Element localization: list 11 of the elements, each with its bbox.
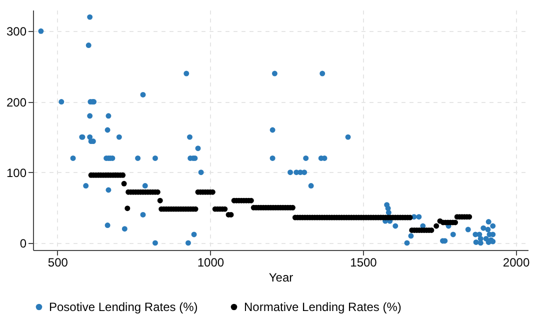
x-tick-label: 1500 xyxy=(350,256,378,270)
x-tick-label: 500 xyxy=(48,256,68,270)
x-tick-label: 1000 xyxy=(197,256,224,270)
y-tick-label: 200 xyxy=(6,95,27,110)
y-tick-label: 100 xyxy=(6,166,27,180)
y-tick-label: 300 xyxy=(6,24,27,39)
x-axis-title: Year xyxy=(268,270,294,284)
y-tick-label: 0 xyxy=(20,236,27,250)
x-tick-label: 2000 xyxy=(502,256,530,270)
legend-label: Posotive Lending Rates (%) xyxy=(49,300,198,314)
legend-label: Normative Lending Rates (%) xyxy=(244,300,402,314)
